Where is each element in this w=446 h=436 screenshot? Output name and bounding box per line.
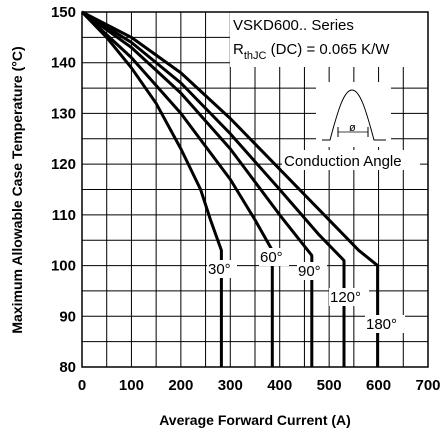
curve-label-bg: [297, 262, 327, 280]
y-tick-label: 110: [52, 207, 76, 224]
curve-label: 120°: [330, 289, 361, 306]
x-axis-label: Average Forward Current (A): [159, 412, 351, 428]
y-tick-label: 130: [51, 105, 76, 122]
series-line: [81, 10, 314, 367]
x-tick-label: 600: [366, 377, 391, 394]
half-sine-icon: [322, 89, 386, 141]
rth-prefix: R: [233, 41, 244, 58]
y-tick-label: 140: [51, 55, 76, 72]
rth-subscript: thJC: [244, 50, 267, 62]
x-tick-label: 300: [218, 377, 243, 394]
series-line: [81, 10, 346, 367]
conduction-label-bg: [282, 150, 420, 170]
y-tick-label: 80: [59, 359, 76, 376]
rth-annotation: RthJC (DC) = 0.065 K/W: [233, 41, 390, 62]
x-tick-label: 200: [168, 377, 193, 394]
curves: [80, 10, 380, 367]
x-tick-label: 400: [267, 377, 292, 394]
x-tick-label: 700: [415, 377, 440, 394]
curve-label-bg: [207, 260, 237, 278]
series-line: [81, 10, 380, 367]
curve-label: 30°: [208, 261, 231, 278]
x-tick-label: 500: [317, 377, 342, 394]
rth-value: (DC) = 0.065 K/W: [266, 41, 390, 58]
y-tick-labels: 80 90 100 110 120 130 140 150: [51, 4, 76, 376]
conduction-angle-label: Conduction Angle: [284, 153, 402, 170]
curve-label: 60°: [260, 249, 283, 266]
x-tick-labels: 0 100 200 300 400 500 600 700: [78, 377, 441, 394]
curve-labels: 30° 60° 90° 120° 180°: [207, 248, 405, 333]
y-tick-label: 120: [51, 156, 76, 173]
x-tick-label: 0: [78, 377, 86, 394]
curve-label: 180°: [366, 316, 397, 333]
curve-label: 90°: [298, 263, 321, 280]
curve-label-bg: [259, 248, 289, 266]
series-line: [80, 10, 223, 367]
curve-label-bg: [329, 288, 369, 306]
y-tick-label: 150: [51, 4, 76, 21]
curve-label-bg: [365, 315, 405, 333]
y-tick-label: 90: [59, 308, 76, 325]
series-annotation: VSKD600.. Series: [233, 17, 354, 34]
annotation-box: [230, 12, 428, 67]
inset-background: [316, 82, 391, 147]
y-axis-label: Maximum Allowable Case Temperature (°C): [9, 46, 25, 333]
x-tick-label: 100: [119, 377, 144, 394]
y-tick-label: 100: [51, 258, 76, 275]
phi-symbol: ø: [349, 122, 356, 134]
plot-border: [81, 11, 429, 368]
